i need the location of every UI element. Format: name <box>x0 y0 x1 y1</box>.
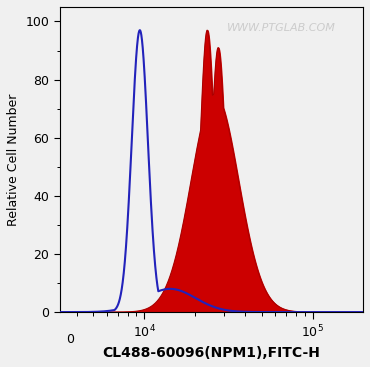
Y-axis label: Relative Cell Number: Relative Cell Number <box>7 93 20 226</box>
X-axis label: CL488-60096(NPM1),FITC-H: CL488-60096(NPM1),FITC-H <box>102 346 320 360</box>
Text: WWW.PTGLAB.COM: WWW.PTGLAB.COM <box>227 23 336 33</box>
Text: 0: 0 <box>66 333 74 346</box>
